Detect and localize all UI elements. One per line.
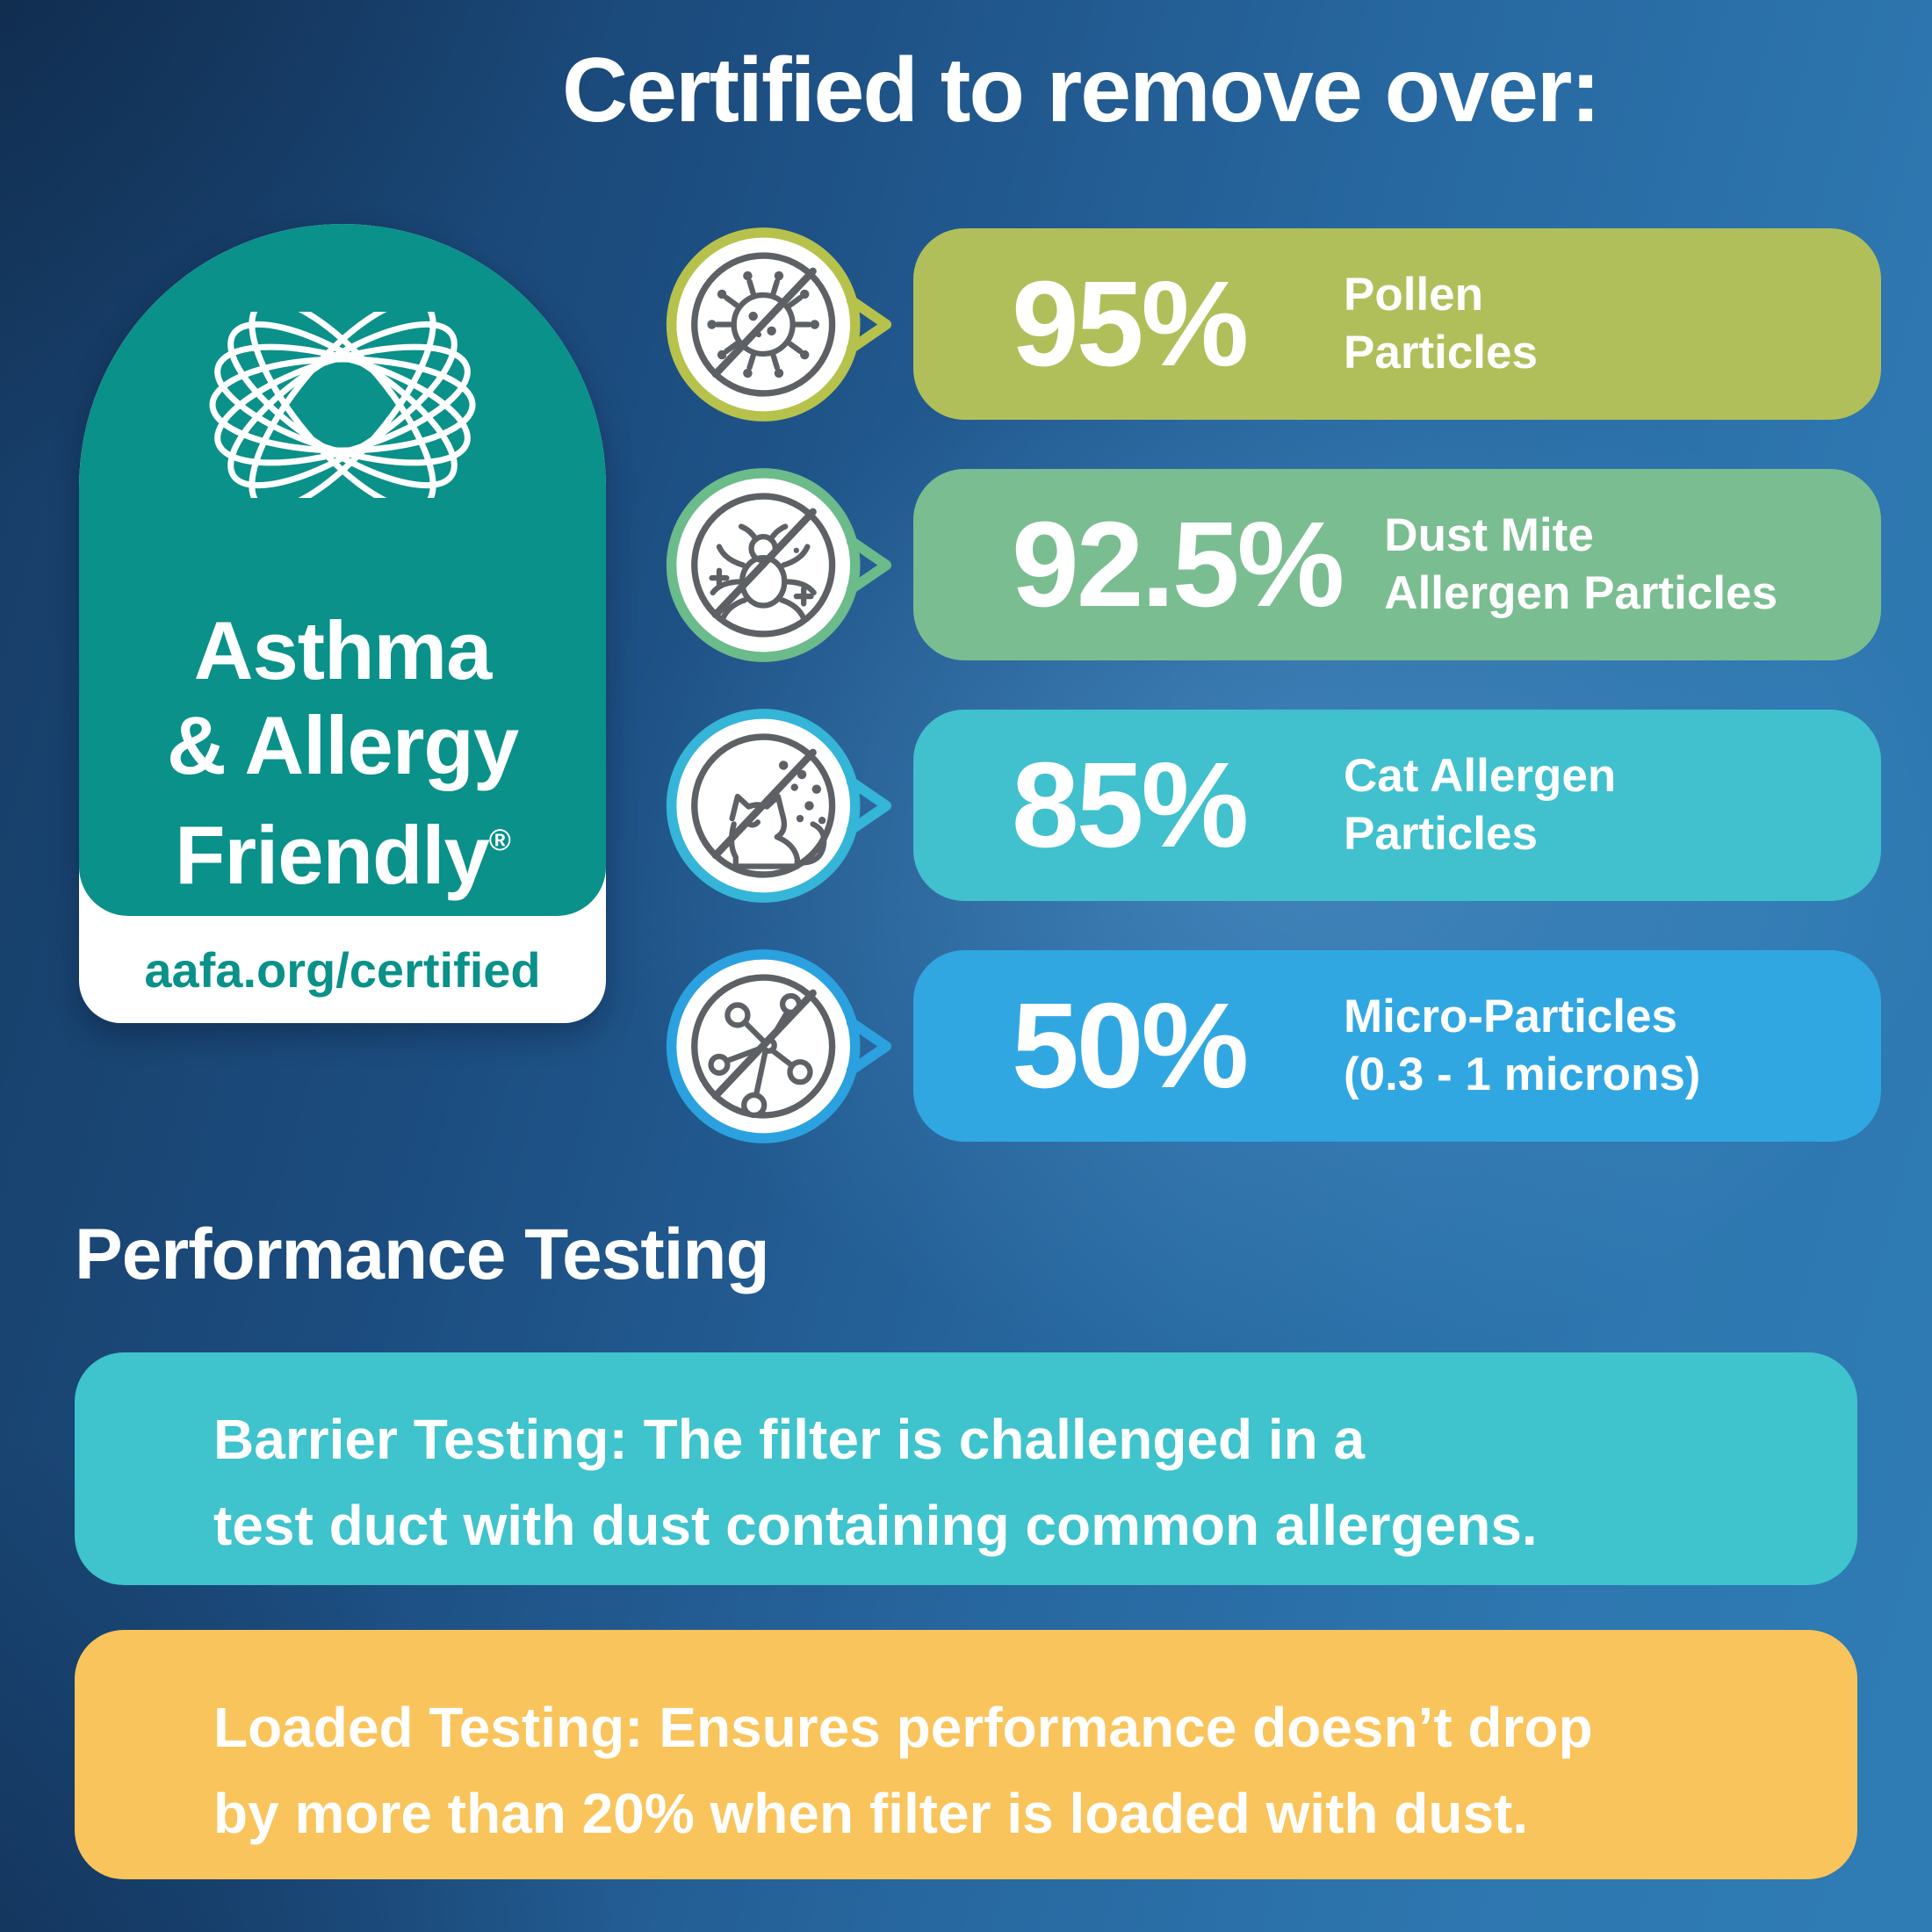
barrier-testing-box: Barrier Testing: The filter is challenge… (75, 1352, 1857, 1585)
stat-label: Pollen Particles (1344, 269, 1538, 378)
performance-testing-heading: Performance Testing (75, 1215, 770, 1294)
aafa-certification-badge: Asthma & Allergy Friendly® aafa.org/cert… (79, 224, 606, 1023)
badge-word-allergy: & Allergy (166, 699, 519, 791)
stat-value: 95% (1012, 256, 1249, 392)
badge-word-asthma: Asthma (193, 604, 493, 696)
no-micro-particles-icon (666, 948, 892, 1143)
stat-value: 85% (1012, 737, 1249, 873)
stat-label: Dust Mite Allergen Particles (1384, 509, 1778, 619)
stat-row-dust-mite: 92.5% Dust Mite Allergen Particles (660, 467, 1881, 662)
stat-pill-cat-allergen: 85% Cat Allergen Particles (913, 710, 1881, 901)
speech-pointer (846, 295, 892, 353)
no-dust-mite-icon (666, 467, 892, 662)
stat-pill-pollen: 95% Pollen Particles (913, 228, 1881, 420)
aafa-butterfly-logo (209, 312, 476, 498)
loaded-testing-box: Loaded Testing: Ensures performance does… (75, 1630, 1857, 1879)
stat-label: Cat Allergen Particles (1344, 750, 1617, 860)
no-cat-allergen-icon (666, 708, 892, 903)
badge-wordmark: Asthma & Allergy Friendly® (79, 603, 606, 903)
stat-pill-micro-particles: 50% Micro-Particles (0.3 - 1 microns) (913, 950, 1881, 1142)
stat-row-pollen: 95% Pollen Particles (660, 227, 1881, 422)
stat-label: Micro-Particles (0.3 - 1 microns) (1344, 991, 1701, 1100)
stat-row-cat-allergen: 85% Cat Allergen Particles (660, 708, 1881, 903)
badge-url: aafa.org/certified (144, 941, 541, 998)
speech-pointer (846, 536, 892, 594)
speech-pointer (846, 776, 892, 834)
no-pollen-icon (666, 227, 892, 422)
speech-pointer (846, 1017, 892, 1075)
registered-mark: ® (488, 824, 511, 857)
page-title: Certified to remove over: (562, 40, 1601, 141)
stat-row-micro-particles: 50% Micro-Particles (0.3 - 1 microns) (660, 948, 1881, 1143)
stat-pill-dust-mite: 92.5% Dust Mite Allergen Particles (913, 469, 1881, 660)
stat-value: 92.5% (1012, 496, 1344, 632)
loaded-testing-text: Loaded Testing: Ensures performance does… (213, 1696, 1593, 1845)
stat-value: 50% (1012, 977, 1249, 1114)
barrier-testing-text: Barrier Testing: The filter is challenge… (213, 1408, 1538, 1557)
certified-removal-stats: 95% Pollen Particles (660, 227, 1881, 1191)
badge-word-friendly: Friendly® (175, 809, 511, 901)
